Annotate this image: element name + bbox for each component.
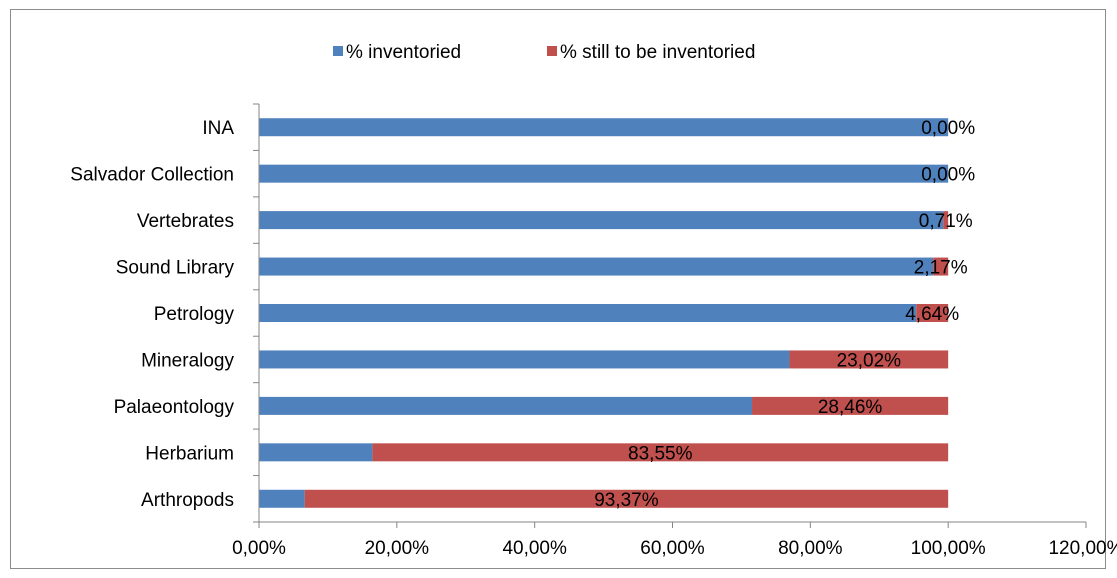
category-label: Mineralogy: [141, 350, 234, 371]
x-tick-label: 80,00%: [778, 538, 843, 559]
legend: % inventoried % still to be inventoried: [333, 42, 755, 63]
bar-to-inventory-3: [933, 257, 949, 276]
category-label: Salvador Collection: [70, 165, 234, 186]
category-label: Palaeontology: [114, 397, 235, 418]
x-tick-label: 40,00%: [502, 538, 567, 559]
category-label: Herbarium: [145, 443, 234, 464]
data-label: 0,00%: [921, 118, 975, 139]
bar-inventoried-3: [259, 257, 934, 276]
bar-inventoried-6: [259, 396, 753, 415]
legend-swatch-1: [547, 46, 557, 56]
bar-to-inventory-7: [372, 443, 949, 462]
data-label: 0,00%: [921, 165, 975, 186]
bars: [259, 118, 949, 508]
category-label: Vertebrates: [137, 211, 234, 232]
data-label: 23,02%: [837, 350, 902, 371]
category-label: INA: [202, 118, 234, 139]
bar-to-inventory-6: [752, 396, 949, 415]
legend-swatch-0: [333, 46, 343, 56]
category-label: Petrology: [154, 304, 235, 325]
data-label: 4,64%: [905, 304, 959, 325]
x-tick-label: 0,00%: [232, 538, 286, 559]
x-tick-label: 120,00%: [1048, 538, 1117, 559]
axes: INA Salvador Collection Vertebrates Sound L…: [70, 103, 1117, 559]
bar-inventoried-8: [259, 489, 305, 508]
data-label: 2,17%: [914, 258, 968, 279]
bar-to-inventory-5: [789, 350, 949, 369]
x-tick-label: 20,00%: [365, 538, 430, 559]
category-label: Sound Library: [116, 258, 235, 279]
data-label: 93,37%: [594, 490, 659, 511]
x-tick-label: 100,00%: [911, 538, 986, 559]
x-tick-label: 60,00%: [640, 538, 705, 559]
legend-label-1: % still to be inventoried: [560, 42, 755, 63]
bar-to-inventory-2: [943, 211, 949, 230]
bar-to-inventory-8: [304, 489, 949, 508]
bar-inventoried-0: [259, 118, 949, 137]
data-labels: 0,00% 0,00% 0,71% 2,17% 4,64% 23,02% 28,46% 83,…: [594, 118, 975, 511]
data-label: 0,71%: [919, 211, 973, 232]
data-label: 83,55%: [628, 443, 693, 464]
chart-frame: [10, 9, 1106, 569]
bar-inventoried-5: [259, 350, 790, 369]
bar-inventoried-1: [259, 164, 949, 183]
bar-to-inventory-4: [916, 304, 949, 322]
bar-inventoried-4: [259, 304, 917, 322]
category-label: Arthropods: [141, 490, 234, 511]
bar-inventoried-7: [259, 443, 373, 462]
bar-inventoried-2: [259, 211, 944, 230]
data-label: 28,46%: [818, 397, 883, 418]
legend-label-0: % inventoried: [346, 42, 461, 63]
